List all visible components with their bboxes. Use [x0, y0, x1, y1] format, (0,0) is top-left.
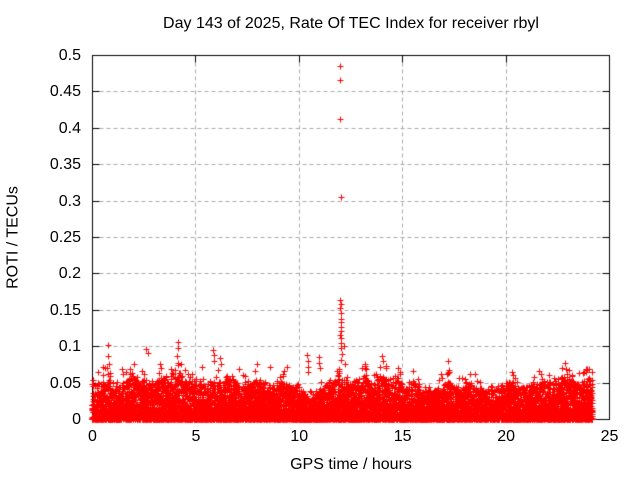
y-tick-label: 0.1 [58, 338, 81, 356]
y-tick-label: 0 [72, 411, 81, 428]
y-tick-label: 0.05 [49, 374, 81, 392]
y-tick-label: 0.45 [49, 83, 81, 101]
y-tick-label: 0.25 [49, 229, 81, 246]
x-axis-title: GPS time / hours [290, 456, 412, 473]
x-tick-label: 25 [600, 428, 619, 445]
x-tick-label: 15 [393, 428, 412, 445]
y-tick-label: 0.5 [58, 47, 81, 64]
x-tick-label: 0 [88, 428, 97, 445]
y-tick-label: 0.15 [49, 301, 81, 319]
y-tick-label: 0.3 [58, 192, 81, 210]
x-tick-label: 20 [497, 428, 515, 445]
chart-title: Day 143 of 2025, Rate Of TEC Index for r… [163, 15, 539, 32]
y-tick-label: 0.4 [58, 119, 81, 137]
x-tick-label: 5 [191, 428, 201, 445]
y-tick-label: 0.35 [49, 156, 81, 174]
x-tick-label: 10 [290, 428, 309, 445]
y-tick-label: 0.2 [58, 265, 81, 283]
